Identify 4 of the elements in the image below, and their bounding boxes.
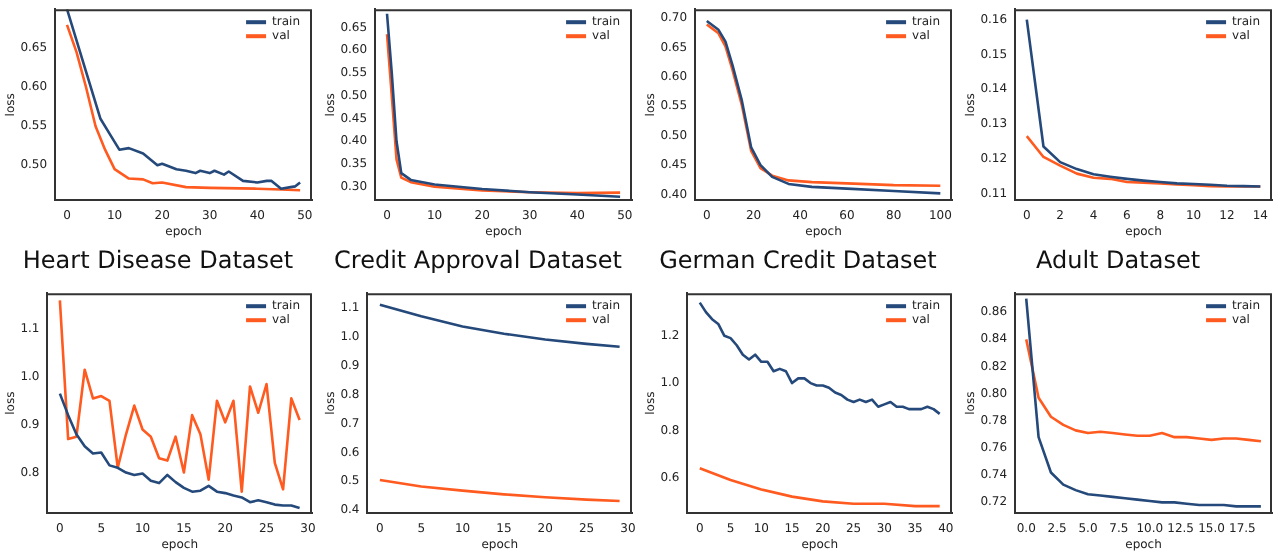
text: Credit Approval Dataset	[334, 245, 623, 274]
text: Heart Disease Dataset	[22, 245, 294, 274]
text: German Credit Dataset	[659, 245, 938, 274]
text: Adult Dataset	[1035, 245, 1201, 274]
